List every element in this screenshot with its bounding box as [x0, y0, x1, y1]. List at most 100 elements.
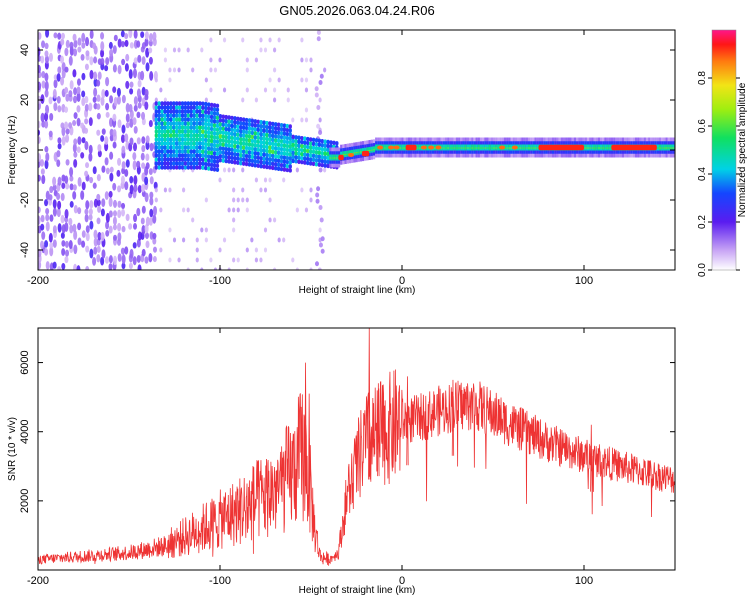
spectrogram-cell [163, 187, 167, 193]
spectrogram-cell [297, 135, 301, 140]
spectrogram-cell [195, 145, 199, 150]
spectrogram-cell [201, 101, 205, 106]
spectrogram-cell [166, 125, 170, 130]
spectrogram-cell [204, 97, 208, 103]
spectrogram-cell [503, 147, 507, 149]
spectrogram-cell [241, 153, 246, 158]
spectrogram-cell [72, 184, 77, 191]
spectrogram-cell [76, 105, 81, 113]
spectrogram-cell [239, 153, 243, 158]
spectrogram-cell [597, 147, 601, 149]
spectrogram-cell [168, 67, 172, 73]
spectrogram-cell [198, 141, 202, 146]
spectrogram-cell [144, 232, 149, 239]
spectrogram-cell [247, 138, 252, 143]
spectrogram-cell [227, 123, 231, 128]
spectrogram-cell [253, 139, 258, 144]
spectrogram-cell [113, 199, 118, 208]
spectrogram-cell [209, 134, 214, 140]
spectrogram-cell [198, 121, 202, 126]
spectrogram-cell [180, 141, 185, 146]
spectrogram-cell [244, 129, 249, 135]
spectrogram-cell [140, 217, 145, 225]
spectrogram-cell [323, 151, 327, 156]
spectrogram-cell [169, 133, 173, 138]
spectrogram-cell [309, 57, 313, 63]
spectrogram-cell [96, 103, 101, 110]
spectrogram-cell [314, 150, 319, 155]
spectrogram-cell [41, 231, 46, 240]
spectrogram-cell [207, 130, 211, 135]
spectrogram-cell [218, 126, 223, 131]
spectrogram-cell [306, 152, 310, 158]
spectrogram-cell [177, 47, 181, 53]
spectrogram-cell [279, 138, 284, 144]
spectrogram-cell [204, 153, 208, 159]
spectrogram-cell [159, 247, 163, 253]
spectrogram-cell [288, 148, 292, 153]
spectrogram-cell [247, 134, 252, 139]
spectrogram-cell [232, 227, 236, 233]
colorbar-gradient [712, 30, 736, 270]
spectrogram-cell [192, 141, 196, 146]
spectrogram-cell [174, 145, 179, 150]
spectrogram-cell [294, 155, 298, 160]
spectrogram-cell [288, 160, 292, 165]
spectrogram-cell [236, 136, 240, 141]
spectrogram-cell [40, 94, 45, 105]
spectrogram-cell [273, 142, 278, 147]
spectrogram-cell [265, 128, 269, 134]
spectrogram-cell [163, 165, 167, 170]
spectrogram-cell [239, 121, 243, 126]
spectrogram-cell [276, 122, 281, 127]
spectrogram-cell [177, 105, 182, 110]
spectrogram-cell [276, 150, 281, 155]
spectrogram-cell [259, 159, 263, 165]
spectrogram-cell [256, 119, 260, 124]
spectrogram-cell [256, 159, 260, 164]
spectrogram-cell [222, 37, 227, 43]
spectrogram-cell [65, 134, 70, 143]
spectrogram-cell [148, 56, 153, 65]
spectrogram-cell [186, 207, 190, 213]
spectrogram-cell [316, 123, 321, 129]
spectrogram-cell [177, 257, 181, 263]
spectrogram-cell [180, 129, 185, 134]
spectrogram-cell [148, 119, 153, 128]
spectrogram-cell [88, 102, 93, 112]
spectrogram-cell [125, 102, 130, 113]
spectrogram-cell [314, 86, 319, 92]
spectrogram-cell [291, 257, 295, 263]
spectrogram-cell [57, 32, 62, 40]
spectrogram-cell [80, 152, 85, 159]
spectrogram-cell [276, 138, 281, 143]
spectrogram-cell [44, 42, 49, 50]
spectrogram-cell [276, 146, 281, 151]
spectrogram-cell [81, 230, 86, 238]
spectrogram-cell [128, 104, 133, 113]
spectrogram-cell [479, 147, 483, 149]
spectrogram-cell [153, 181, 158, 190]
spectrogram-cell [215, 107, 220, 112]
spectrogram-cell [76, 78, 81, 86]
spectrogram-cell [268, 197, 272, 203]
spectrogram-cell [232, 197, 236, 203]
spectrogram-cell [418, 147, 422, 149]
spectrogram-cell [38, 153, 42, 162]
spectrogram-cell [189, 109, 193, 114]
spectrogram-cell [295, 267, 299, 270]
spectrogram-cell [81, 137, 86, 144]
spectrogram-cell [300, 57, 304, 63]
spectrogram-cell [297, 159, 301, 164]
spectrogram-cell [218, 158, 223, 163]
spectrogram-cell [314, 158, 319, 163]
spectrogram-cell [192, 121, 196, 126]
spectrogram-cell [121, 225, 126, 233]
spectrogram-cell [230, 151, 234, 157]
spectrogram-cell [591, 147, 594, 149]
spectrogram-cell [60, 55, 65, 64]
spectrogram-cell [145, 135, 150, 144]
spectrogram-cell [288, 164, 292, 169]
spectrogram-cell [57, 266, 62, 270]
spectrogram-cell [477, 147, 481, 149]
